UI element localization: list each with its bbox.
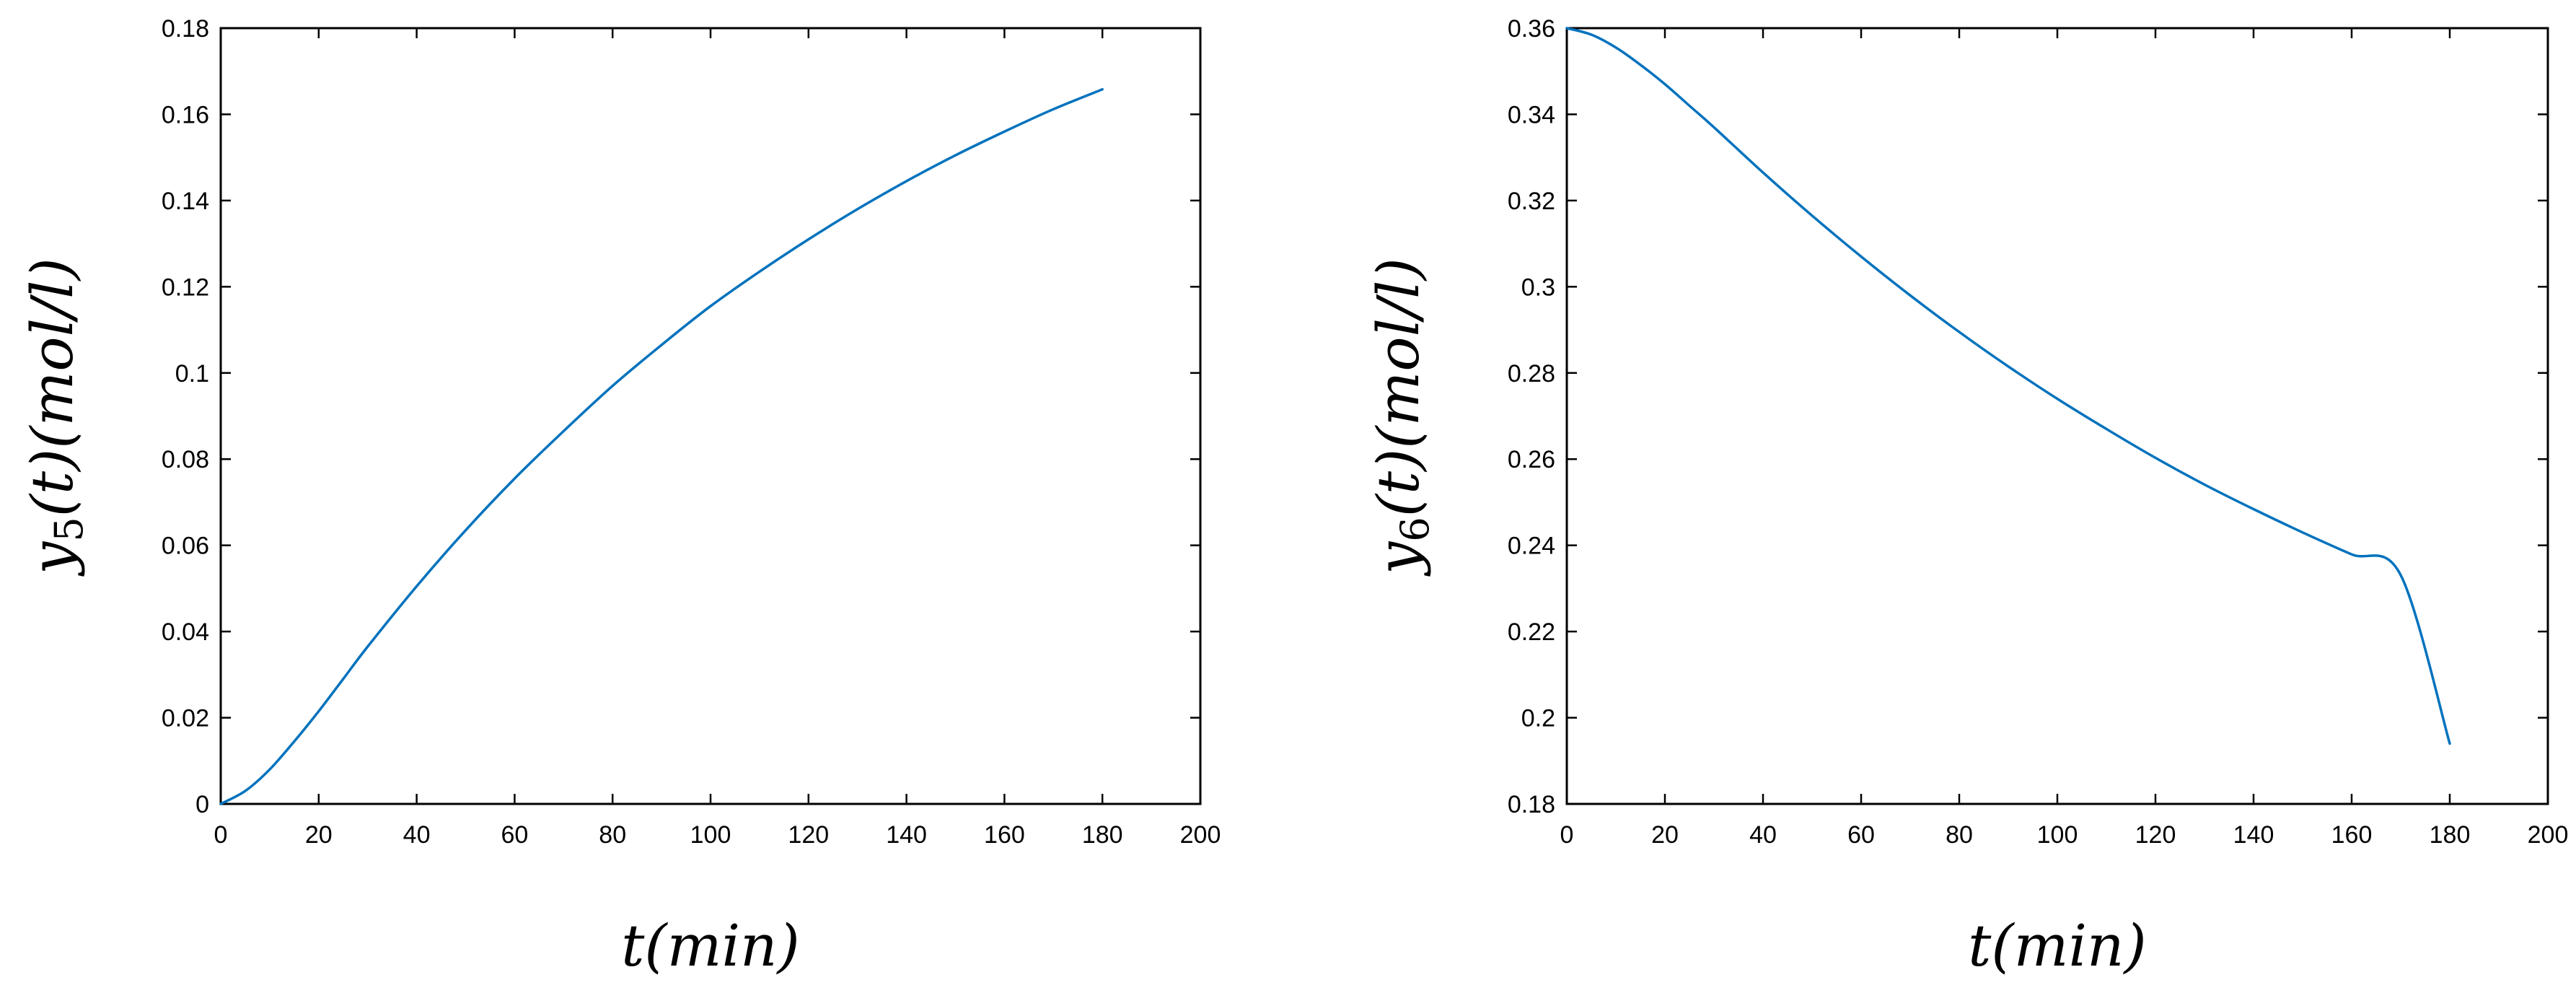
x-tick-label: 0 xyxy=(214,821,228,849)
x-tick-label: 140 xyxy=(886,821,927,849)
x-axis-label: t(min) xyxy=(621,912,800,979)
plot-frame xyxy=(1565,27,2549,805)
series-line-1 xyxy=(219,88,1104,805)
x-tick-label: 20 xyxy=(305,821,333,849)
x-tick-label: 20 xyxy=(1651,821,1679,849)
y-tick-label: 0.1 xyxy=(175,360,209,388)
x-tick-label: 40 xyxy=(403,821,431,849)
x-tick-label: 160 xyxy=(984,821,1025,849)
y-tick-label: 0.02 xyxy=(162,705,209,732)
y-axis-label: y5(t)(mol/l) xyxy=(19,258,92,577)
x-tick-label: 80 xyxy=(599,821,626,849)
x-tick-label: 60 xyxy=(1847,821,1875,849)
y-tick-label: 0.04 xyxy=(162,618,209,646)
y-tick-label: 0.26 xyxy=(1508,446,1555,473)
x-tick-label: 80 xyxy=(1946,821,1973,849)
x-tick-label: 60 xyxy=(501,821,528,849)
y-tick-label: 0.18 xyxy=(162,15,209,43)
x-tick-label: 0 xyxy=(1560,821,1574,849)
y-tick-label: 0.3 xyxy=(1521,274,1555,301)
y-tick-label: 0.22 xyxy=(1508,618,1555,646)
chart-1: 0 20 40 60 80 100 120 140 160 180 200 0 0.02 0.04 0.06… xyxy=(19,15,1221,979)
x-tick-label: 40 xyxy=(1749,821,1777,849)
x-tick-label: 160 xyxy=(2331,821,2373,849)
x-axis-label: t(min) xyxy=(1968,912,2147,979)
y-tick-label: 0.16 xyxy=(162,101,209,128)
x-tick-label: 100 xyxy=(2037,821,2078,849)
y-tick-label: 0.14 xyxy=(162,188,209,215)
y-tick-label: 0.06 xyxy=(162,533,209,560)
y-tick-label: 0.18 xyxy=(1508,791,1555,818)
y-tick-label: 0.32 xyxy=(1508,188,1555,215)
x-tick-label: 180 xyxy=(2430,821,2471,849)
x-tick-label: 140 xyxy=(2233,821,2274,849)
y-tick-label: 0.2 xyxy=(1521,705,1555,732)
x-tick-label: 180 xyxy=(1082,821,1123,849)
y-tick-label: 0.08 xyxy=(162,446,209,473)
y-tick-label: 0.12 xyxy=(162,274,209,301)
chart-2: 0 20 40 60 80 100 120 140 160 180 200 0.18 0.2 0.22 0.… xyxy=(1365,15,2568,979)
plot-frame xyxy=(219,27,1202,805)
series-line-1 xyxy=(1565,27,2451,745)
y-tick-label: 0 xyxy=(195,791,209,818)
y-tick-label: 0.34 xyxy=(1508,101,1555,128)
x-tick-label: 200 xyxy=(1180,821,1221,849)
x-tick-label: 200 xyxy=(2528,821,2569,849)
x-tick-label: 120 xyxy=(788,821,829,849)
y-axis-label: y6(t)(mol/l) xyxy=(1365,258,1438,577)
x-tick-label: 100 xyxy=(690,821,731,849)
x-tick-label: 120 xyxy=(2135,821,2176,849)
y-tick-label: 0.36 xyxy=(1508,15,1555,43)
y-tick-label: 0.28 xyxy=(1508,360,1555,388)
y-tick-label: 0.24 xyxy=(1508,533,1555,560)
